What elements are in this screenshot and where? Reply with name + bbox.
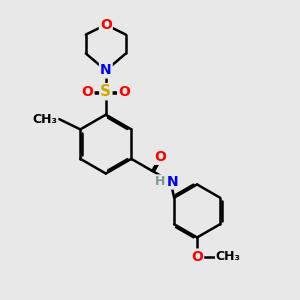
Text: N: N [166, 175, 178, 188]
Text: H: H [155, 175, 165, 188]
Text: CH₃: CH₃ [33, 112, 58, 126]
Text: O: O [191, 250, 203, 264]
Text: O: O [100, 18, 112, 32]
Text: CH₃: CH₃ [216, 250, 241, 263]
Text: N: N [100, 64, 112, 77]
Text: O: O [154, 150, 166, 164]
Text: O: O [118, 85, 130, 99]
Text: S: S [100, 84, 111, 99]
Text: O: O [82, 85, 94, 99]
